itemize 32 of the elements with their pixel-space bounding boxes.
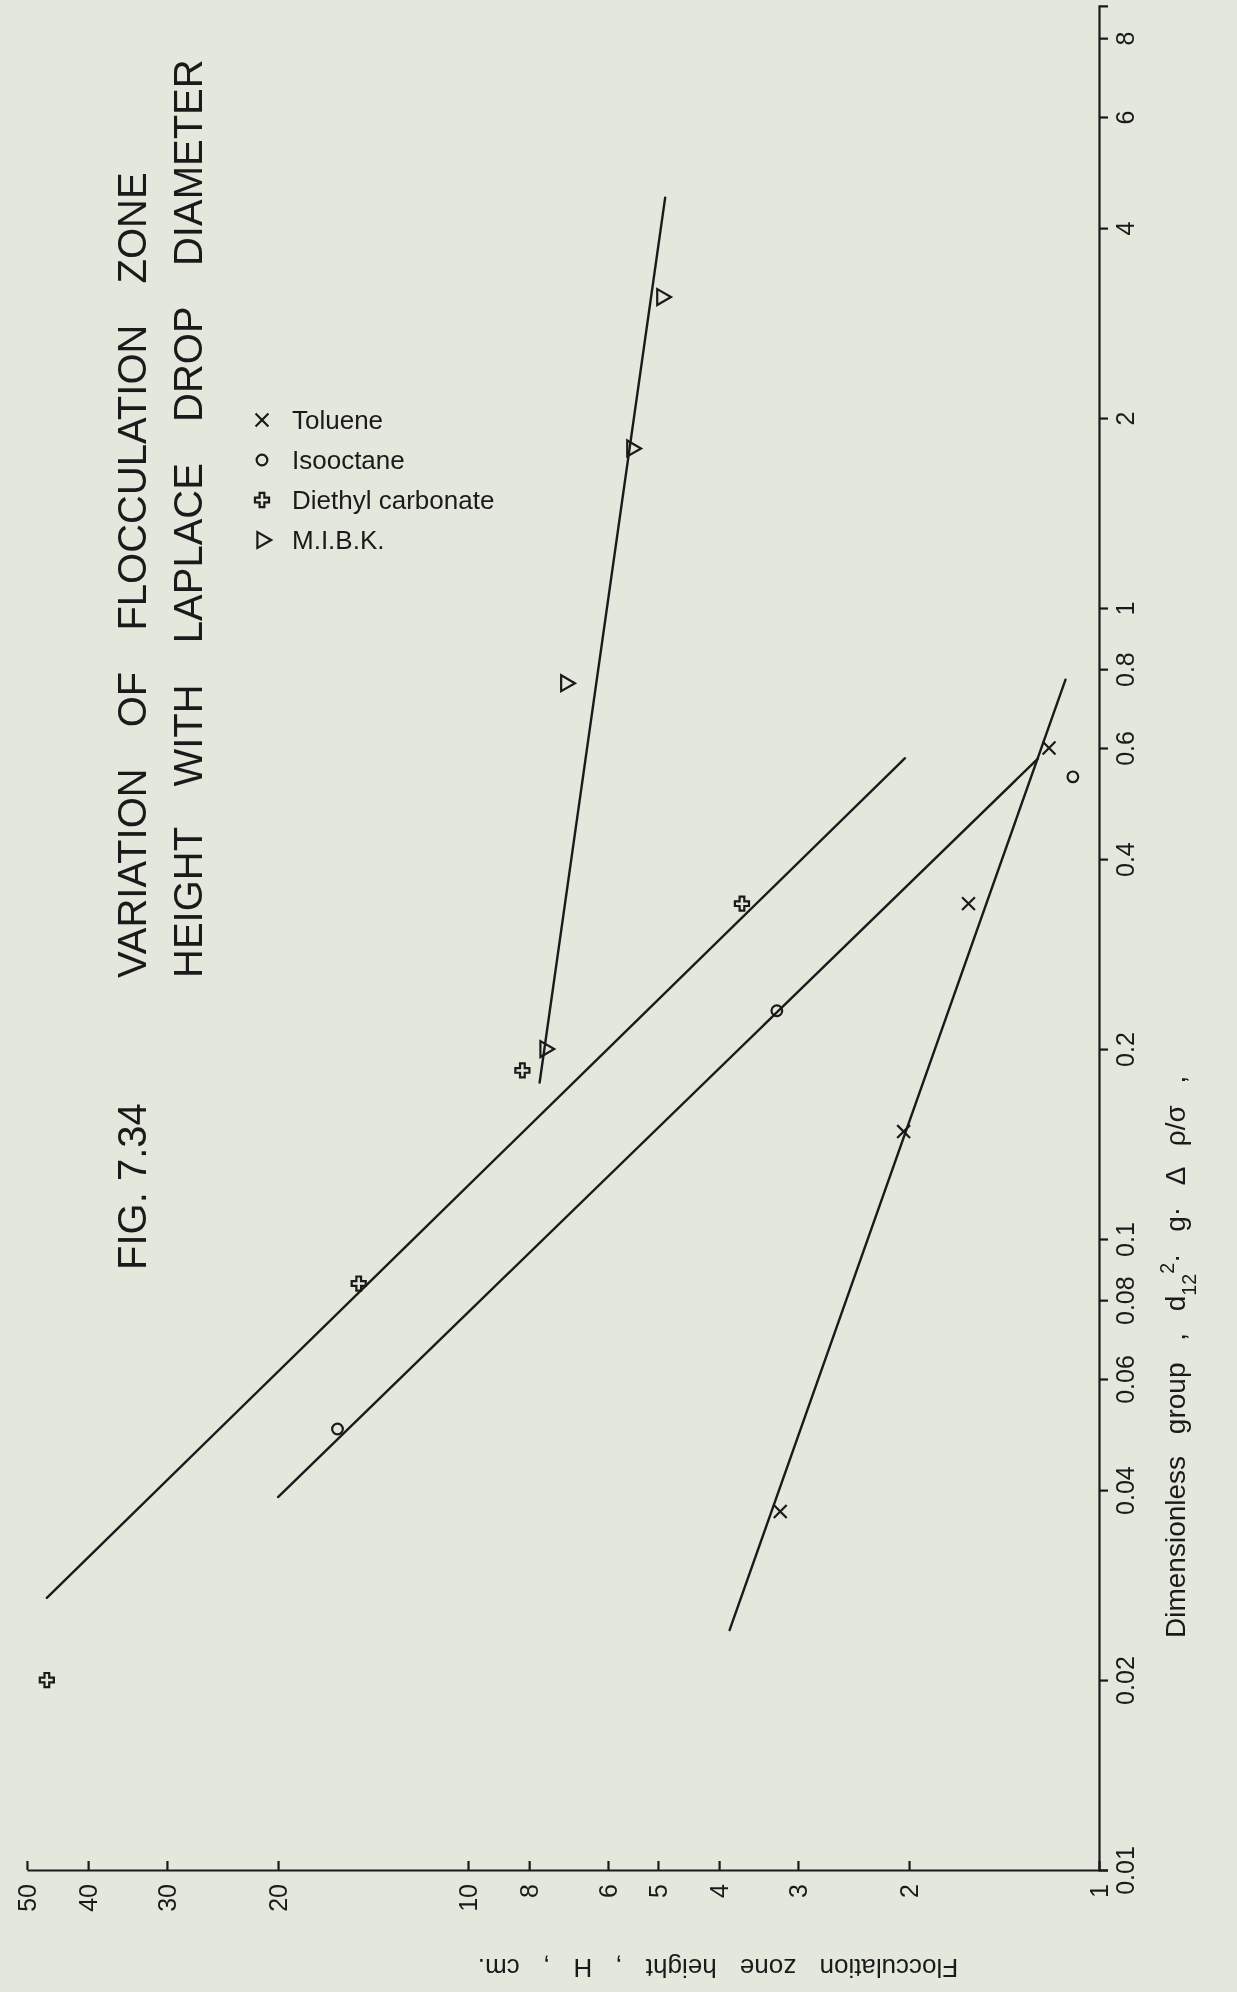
y-tick-label: 1 <box>1110 601 1139 616</box>
legend-label: Isooctane <box>292 445 405 476</box>
x-tick-label: 30 <box>153 1884 182 1912</box>
y-tick-label: 0.04 <box>1110 1466 1139 1515</box>
text: FIG. 7.34 <box>110 1103 154 1270</box>
legend-label: Toluene <box>292 405 384 436</box>
y-tick-label: 0.2 <box>1110 1032 1139 1067</box>
x-tick-label: 5 <box>644 1884 673 1898</box>
x-axis-title: Flocculation zone height , H , cm. <box>477 1953 959 1984</box>
y-tick-label: 0.06 <box>1110 1355 1139 1404</box>
y-tick-label: 0.08 <box>1110 1276 1139 1325</box>
text: VARIATION OF FLOCCULATION ZONE HEIGHT WITH LAPLACE DROP DIAMETER <box>110 59 210 978</box>
x-tick-label: 6 <box>594 1884 623 1898</box>
x-tick-label: 3 <box>784 1884 813 1898</box>
y-tick-label: 0.4 <box>1110 842 1139 877</box>
legend-label: Diethyl carbonate <box>292 485 495 516</box>
x-tick-label: 8 <box>515 1884 544 1898</box>
legend-label: M.I.B.K. <box>292 525 385 556</box>
x-tick-label: 2 <box>895 1884 924 1898</box>
x-tick-label: 4 <box>705 1883 734 1898</box>
y-tick-label: 2 <box>1110 411 1139 426</box>
x-tick-label: 10 <box>454 1884 483 1912</box>
y-tick-label: 0.8 <box>1110 652 1139 688</box>
y-tick-label: 0.1 <box>1110 1222 1139 1257</box>
y-tick-label: 8 <box>1110 31 1139 46</box>
y-tick-label: 6 <box>1110 110 1139 125</box>
x-tick-label: 40 <box>74 1884 103 1912</box>
y-tick-label: 0.6 <box>1110 731 1139 766</box>
y-tick-label: 4 <box>1110 221 1139 236</box>
x-tick-label: 50 <box>13 1884 42 1912</box>
y-tick-label: 0.02 <box>1110 1656 1139 1705</box>
x-tick-label: 20 <box>264 1884 293 1912</box>
